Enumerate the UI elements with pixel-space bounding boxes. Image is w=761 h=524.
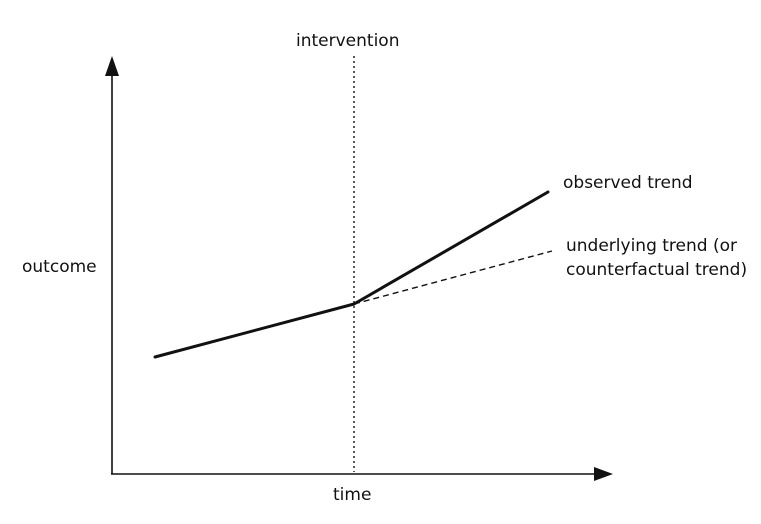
y-axis-arrowhead bbox=[105, 56, 119, 76]
observed-trend-line bbox=[352, 190, 550, 306]
underlying-trend-label-line-2: counterfactual trend) bbox=[566, 260, 748, 280]
x-axis-arrowhead bbox=[594, 467, 613, 481]
observed-trend-label: observed trend bbox=[563, 173, 693, 193]
counterfactual-trend-line bbox=[353, 250, 553, 305]
pre-intervention-trend bbox=[153, 302, 356, 359]
underlying-trend-label: underlying trend (or counterfactual tren… bbox=[566, 234, 747, 282]
underlying-trend-label-line-1: underlying trend (or bbox=[566, 236, 737, 256]
intervention-label: intervention bbox=[296, 31, 400, 51]
outcome-axis-label: outcome bbox=[22, 257, 97, 277]
time-axis-label: time bbox=[333, 485, 372, 505]
